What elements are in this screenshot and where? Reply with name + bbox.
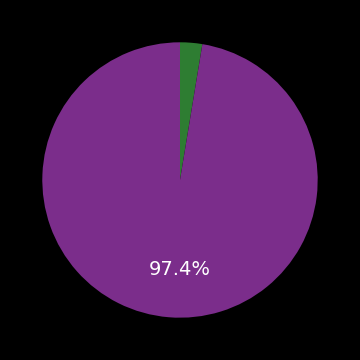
Text: 97.4%: 97.4%	[149, 260, 211, 279]
Wedge shape	[42, 42, 318, 318]
Wedge shape	[180, 42, 202, 180]
